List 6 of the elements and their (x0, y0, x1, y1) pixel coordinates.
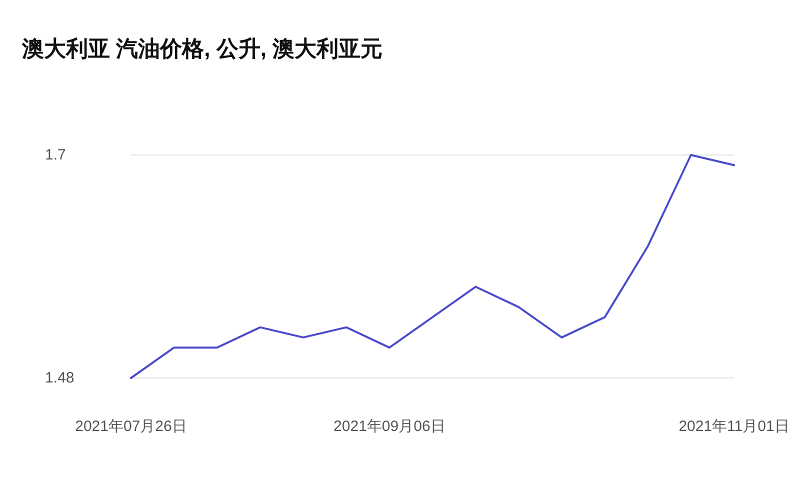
chart-title: 澳大利亚 汽油价格, 公升, 澳大利亚元 (21, 36, 383, 61)
x-tick-label: 2021年11月01日 (678, 418, 790, 435)
x-tick-label: 2021年07月26日 (75, 418, 187, 435)
y-tick-label: 1.7 (45, 146, 66, 164)
y-tick-label: 1.48 (45, 370, 74, 386)
x-tick-label: 2021年09月06日 (334, 418, 446, 435)
